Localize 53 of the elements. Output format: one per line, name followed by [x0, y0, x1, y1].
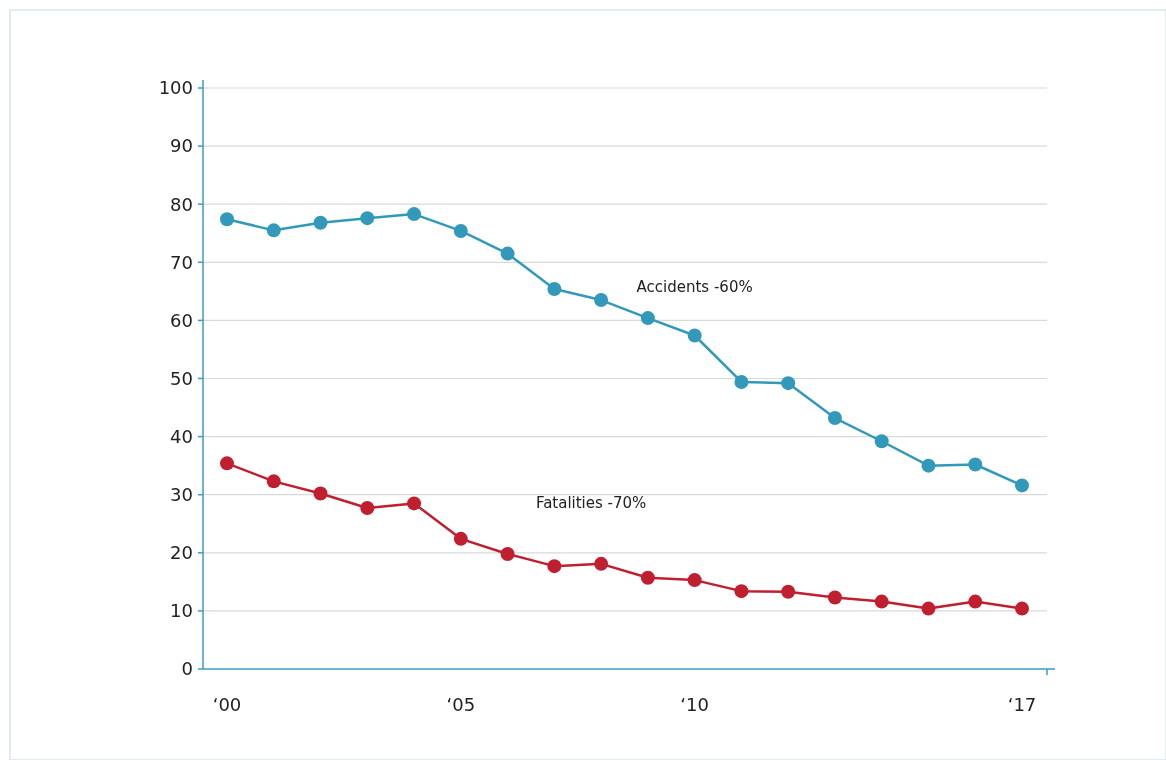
x-tick-label: ‘10 — [680, 694, 709, 715]
y-tick-label: 50 — [170, 367, 193, 389]
point — [781, 584, 796, 599]
point — [874, 594, 889, 609]
point — [1015, 601, 1029, 616]
point — [313, 486, 328, 501]
y-tick-label: 80 — [170, 193, 193, 215]
y-tick-label: 10 — [170, 600, 193, 622]
point — [827, 590, 842, 605]
x-tick-label: ‘00 — [212, 694, 242, 715]
point — [921, 458, 936, 473]
point — [827, 411, 842, 426]
point — [734, 374, 749, 389]
point — [500, 246, 515, 261]
y-tick-label: 60 — [170, 309, 193, 331]
y-tick-label: 70 — [170, 251, 193, 273]
y-tick-label: 20 — [170, 542, 193, 564]
x-tick-label: ‘05 — [446, 694, 476, 715]
point — [500, 546, 515, 561]
y-tick-label: 40 — [170, 425, 193, 447]
point — [1015, 478, 1029, 493]
text: Fatalities -70% — [535, 493, 647, 512]
point — [360, 501, 375, 516]
point — [874, 434, 889, 449]
point — [640, 570, 655, 585]
x-tick-label: ‘17 — [1007, 694, 1037, 715]
point — [220, 212, 234, 227]
point — [968, 594, 983, 609]
point — [453, 531, 468, 546]
point — [407, 496, 422, 511]
point — [266, 223, 281, 238]
point — [266, 474, 281, 489]
point — [781, 376, 796, 391]
point — [220, 456, 234, 471]
point — [547, 282, 562, 297]
point — [968, 457, 983, 472]
y-tick-label: 0 — [181, 658, 193, 680]
point — [594, 293, 609, 308]
y-tick-label: 100 — [158, 77, 193, 99]
series-label: Accidents -60% — [636, 277, 753, 296]
point — [921, 601, 936, 616]
point — [640, 311, 655, 326]
point — [453, 223, 468, 238]
point — [360, 211, 375, 226]
point — [734, 584, 749, 599]
point — [547, 559, 562, 574]
point — [407, 207, 422, 222]
y-tick-label: 30 — [170, 484, 193, 505]
point — [594, 556, 609, 571]
point — [687, 573, 702, 588]
point — [313, 215, 328, 230]
y-tick-label: 90 — [170, 135, 193, 157]
point — [687, 328, 702, 343]
